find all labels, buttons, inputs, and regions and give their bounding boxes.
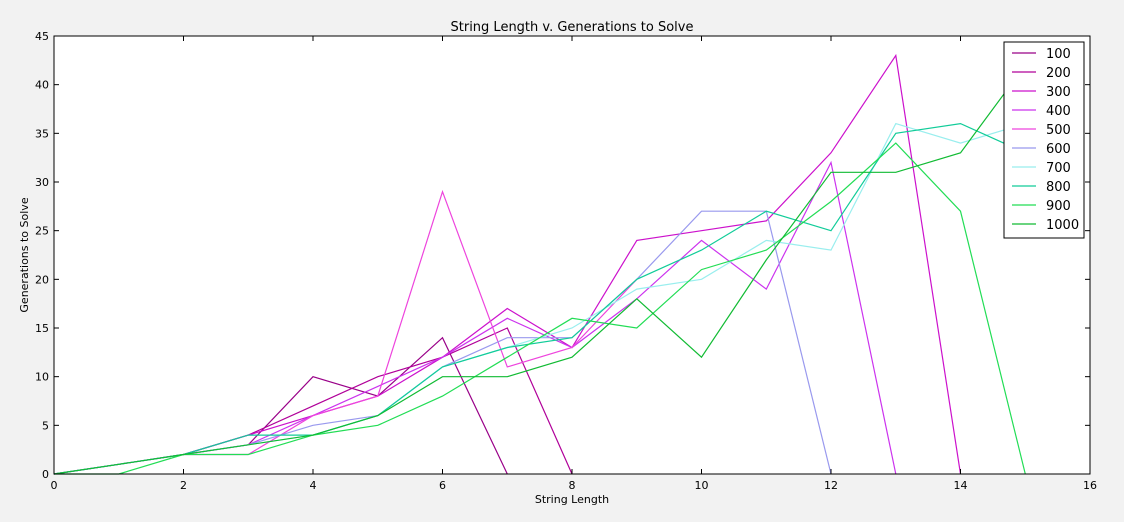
chart-title: String Length v. Generations to Solve — [451, 20, 694, 35]
x-tick-label: 0 — [51, 479, 58, 492]
legend-label: 400 — [1046, 104, 1071, 119]
x-tick-label: 14 — [954, 479, 968, 492]
series-line-800 — [53, 122, 1026, 475]
legend: 100 200 300 400 500 600 700 800 900 1000 — [1003, 41, 1085, 239]
x-axis: 0 2 4 6 8 10 12 14 16 — [51, 36, 1097, 492]
plot-area — [54, 36, 1090, 474]
legend-label: 100 — [1046, 47, 1071, 62]
y-tick-label: 20 — [35, 273, 49, 286]
y-tick-label: 40 — [35, 79, 49, 92]
legend-label: 1000 — [1046, 218, 1079, 233]
y-tick-label: 45 — [35, 30, 49, 43]
x-tick-label: 16 — [1083, 479, 1097, 492]
legend-label: 500 — [1046, 123, 1071, 138]
y-tick-label: 5 — [42, 419, 49, 432]
y-tick-label: 0 — [42, 468, 49, 481]
legend-label: 300 — [1046, 85, 1071, 100]
y-tick-label: 10 — [35, 371, 49, 384]
series-line-1000 — [53, 64, 1026, 475]
x-tick-label: 4 — [310, 479, 317, 492]
legend-label: 200 — [1046, 66, 1071, 81]
legend-label: 900 — [1046, 199, 1071, 214]
x-axis-title: String Length — [535, 493, 609, 506]
legend-label: 800 — [1046, 180, 1071, 195]
x-tick-label: 2 — [180, 479, 187, 492]
y-tick-label: 30 — [35, 176, 49, 189]
series-layer — [53, 53, 1026, 475]
x-tick-label: 6 — [439, 479, 446, 492]
y-tick-label: 25 — [35, 225, 49, 238]
legend-label: 600 — [1046, 142, 1071, 157]
x-tick-label: 8 — [569, 479, 576, 492]
legend-label: 700 — [1046, 161, 1071, 176]
x-tick-label: 10 — [695, 479, 709, 492]
y-tick-label: 15 — [35, 322, 49, 335]
y-axis: 0 5 10 15 20 25 30 35 40 45 — [35, 30, 1090, 481]
y-axis-title: Generations to Solve — [18, 197, 31, 312]
y-tick-label: 35 — [35, 127, 49, 140]
x-tick-label: 12 — [824, 479, 838, 492]
